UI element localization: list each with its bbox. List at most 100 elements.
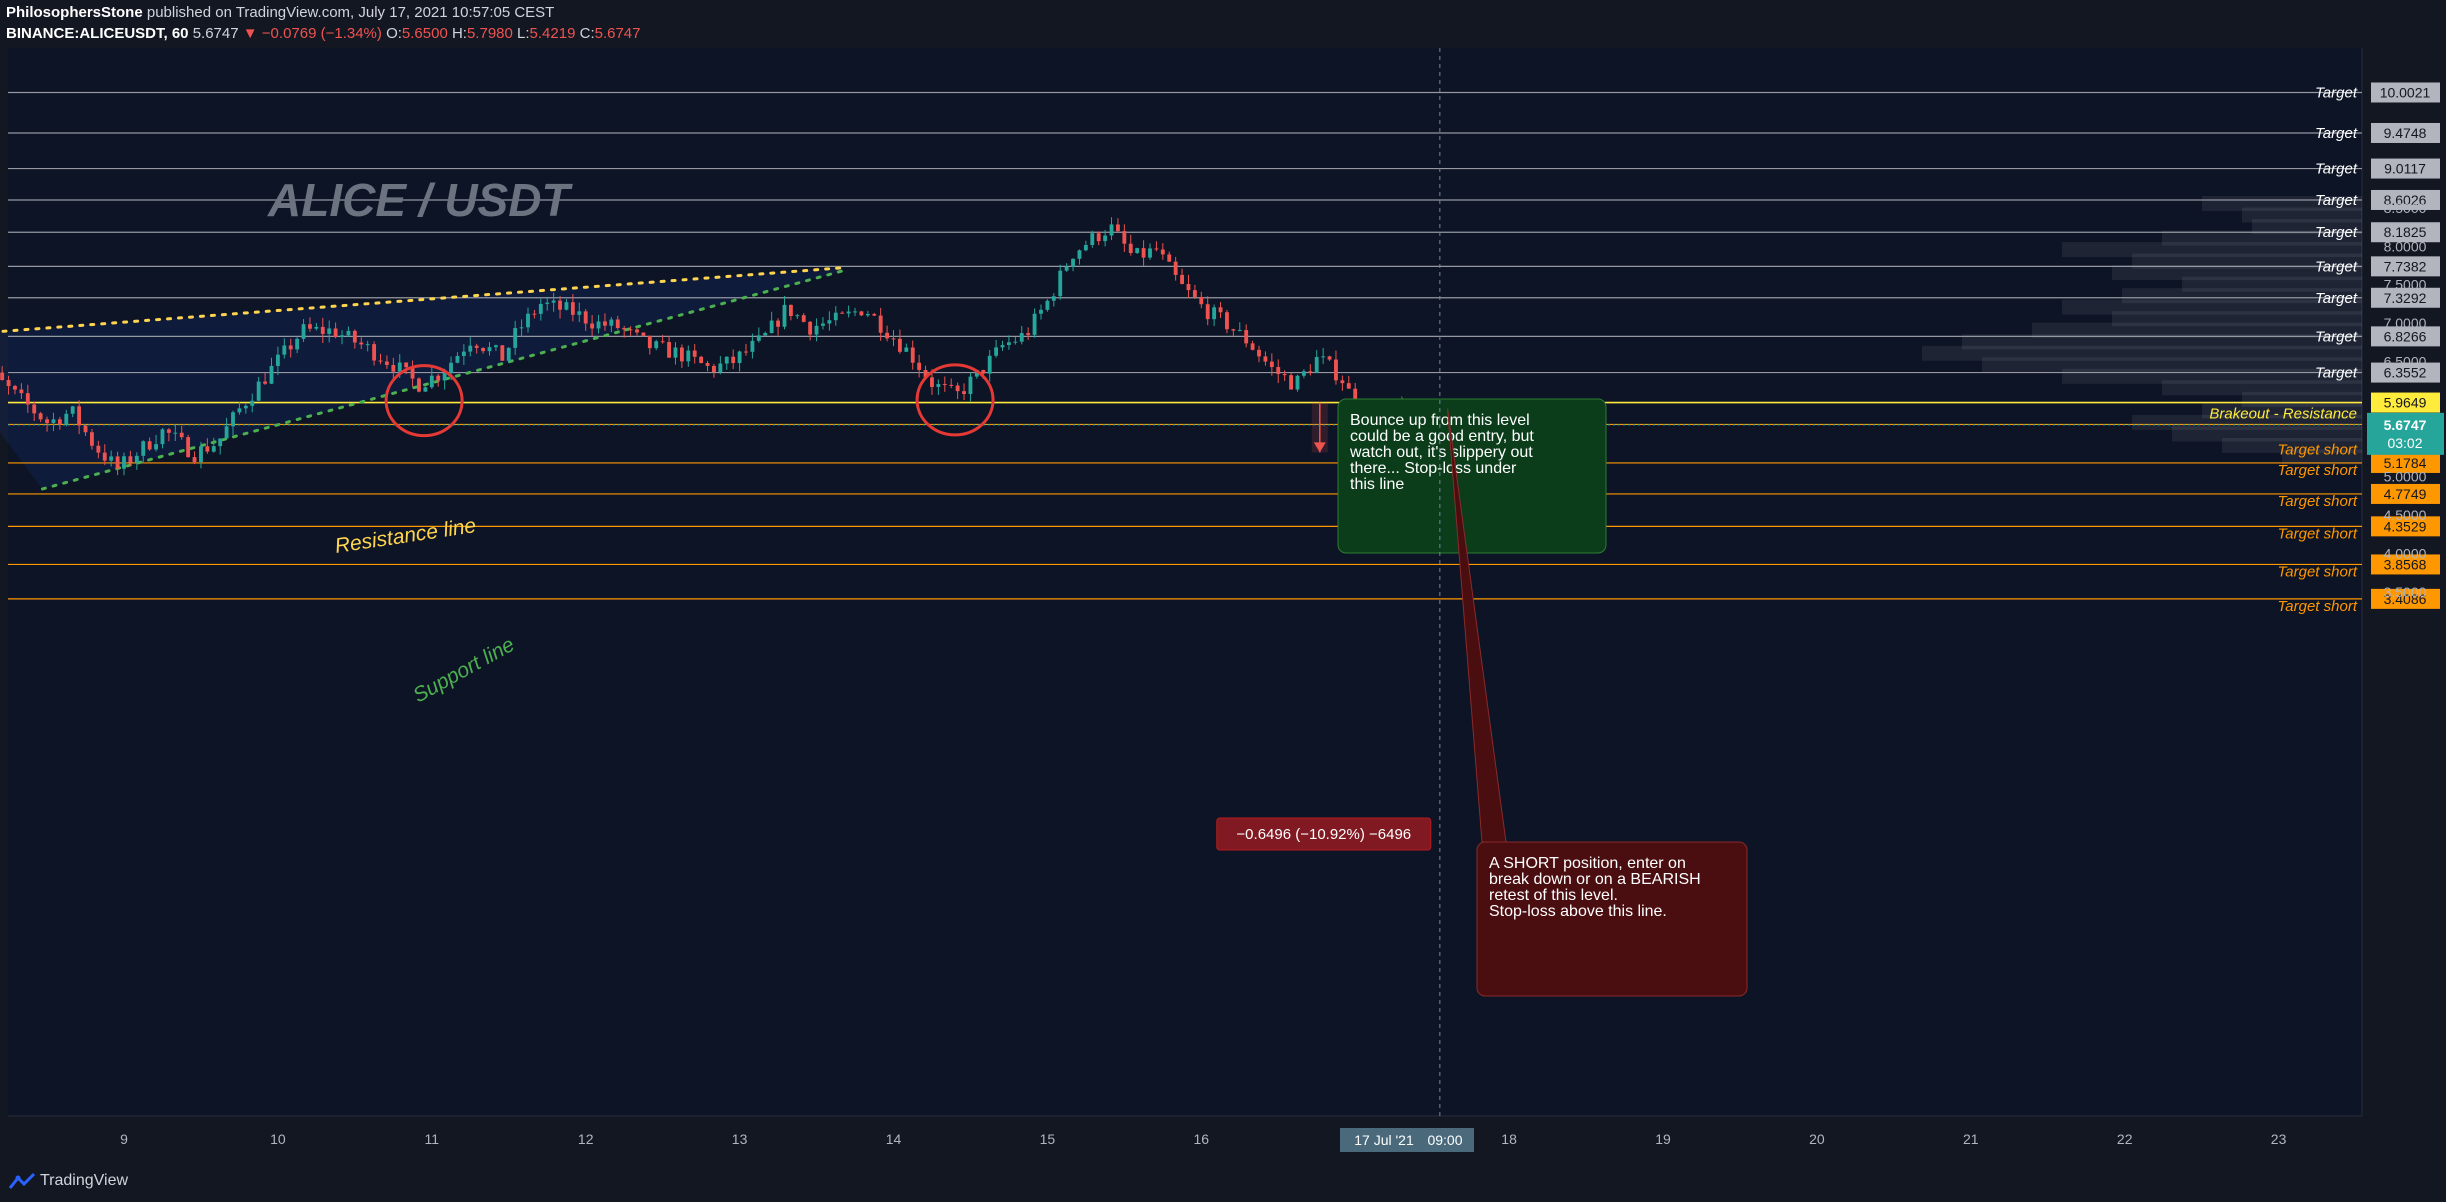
current-price-badge [2367,412,2444,455]
short-target-label: Target short [2278,441,2358,458]
candle-body [436,375,441,381]
short-price-value: 4.3529 [2384,518,2427,534]
measure-label-box[interactable] [1216,817,1432,851]
candle-body [173,432,178,434]
candle-body [545,302,550,304]
target-label: Target [2315,290,2358,307]
candle-body [179,432,184,438]
plot-area[interactable] [8,48,2362,1116]
candle-body [744,351,748,353]
candle-body [654,341,659,349]
bearish-callout-text-line: break down or on a BEARISH [1489,871,1701,888]
target-price-badge [2371,362,2440,383]
y-tick-label: 4.5000 [2384,507,2427,523]
candle-body [122,456,126,469]
candle-body [769,320,774,333]
candle-body [596,321,601,329]
candle-body [936,384,941,387]
author-name[interactable]: PhilosophersStone [6,4,143,21]
target-price-badge [2371,287,2440,308]
target-price-badge [2371,82,2440,103]
down-arrow-icon: ▼ [242,25,258,42]
x-tick-label: 22 [2117,1131,2133,1147]
x-tick-label: 10 [270,1131,286,1147]
candle-body [1090,233,1095,245]
x-tick-label: 20 [1809,1131,1825,1147]
short-target-label: Target short [2278,462,2358,479]
highlight-circle[interactable] [915,363,995,437]
volume-profile-bar [2032,322,2362,338]
target-price-value: 9.0117 [2384,161,2426,177]
x-tick-label: 23 [2271,1131,2287,1147]
volume-profile-bar [1982,357,2362,373]
bullish-callout-text-line: watch out, it's slippery out [1349,444,1533,461]
candle-body [301,324,306,339]
highlight-circle[interactable] [384,364,464,438]
bullish-callout-text-line: could be a good entry, but [1350,428,1534,445]
price-chart[interactable]: Target 10.0021 Target 9.4748 Target 9.0117 Tar… [0,48,2446,1164]
candle-body [327,328,332,334]
candle-body [891,338,896,340]
x-tick-label: 21 [1963,1131,1979,1147]
candle-body [801,315,806,322]
tradingview-logo-icon[interactable] [8,1172,36,1192]
publisher-line: PhilosophersStone published on TradingVi… [6,4,554,21]
candle-body [243,405,248,409]
bullish-callout-box[interactable] [1337,398,1607,554]
candle-body [1122,231,1127,244]
resistance-label: Brakeout - Resistance [2209,406,2357,423]
volume-profile-bar [2182,276,2362,292]
target-price-badge [2371,122,2440,143]
candle-body [404,362,409,368]
tradingview-brand[interactable]: TradingView [40,1172,129,1189]
open-label: O: [386,25,402,42]
bullish-callout-text-line: Bounce up from this level [1350,412,1530,429]
candle-body [551,300,556,303]
candle-body [647,335,652,349]
candle-body [526,313,530,328]
candle-body [90,432,94,446]
candle-body [718,363,723,373]
candle-body [532,313,537,315]
y-tick-label: 7.0000 [2384,315,2427,331]
volume-profile-bar [2132,253,2362,269]
resistance-trendline[interactable] [0,266,845,334]
candle-body [83,425,88,433]
target-label: Target [2315,84,2358,101]
candle-body [481,347,486,352]
candle-body [1321,356,1326,358]
candle-body [1000,345,1005,348]
candle-body [808,321,813,335]
candle-body [250,400,255,406]
candle-body [865,313,870,316]
candle-body [763,332,768,336]
target-price-value: 7.3292 [2384,290,2427,306]
candle-body [1173,261,1178,275]
candle-body [378,360,383,362]
candle-body [1282,374,1287,376]
candle-body [987,355,992,374]
x-tick-label: 13 [732,1131,748,1147]
candle-body [192,457,197,463]
volume-profile-bar [2222,437,2362,453]
candle-body [237,408,242,413]
candle-body [1141,248,1146,258]
candle-body [102,452,107,461]
symbol-label: BINANCE:ALICEUSDT, 60 [6,25,189,42]
bearish-callout-box[interactable] [1476,841,1748,997]
candle-body [1301,371,1306,376]
published-text: published on TradingView.com, July 17, 2… [146,4,555,21]
target-label: Target [2315,328,2358,345]
candle-body [1071,258,1075,267]
measure-arrowhead [1313,442,1326,453]
candle-body [1032,313,1037,335]
candle-body [1039,309,1043,314]
candle-body [821,323,825,326]
crosshair-time-badge [1340,1128,1474,1152]
bearish-callout-text-line: retest of this level. [1489,887,1618,904]
candle-body [365,344,370,346]
candle-body [461,351,466,356]
candle-body [506,347,511,361]
candle-body [38,413,43,420]
candle-body [1064,266,1069,271]
